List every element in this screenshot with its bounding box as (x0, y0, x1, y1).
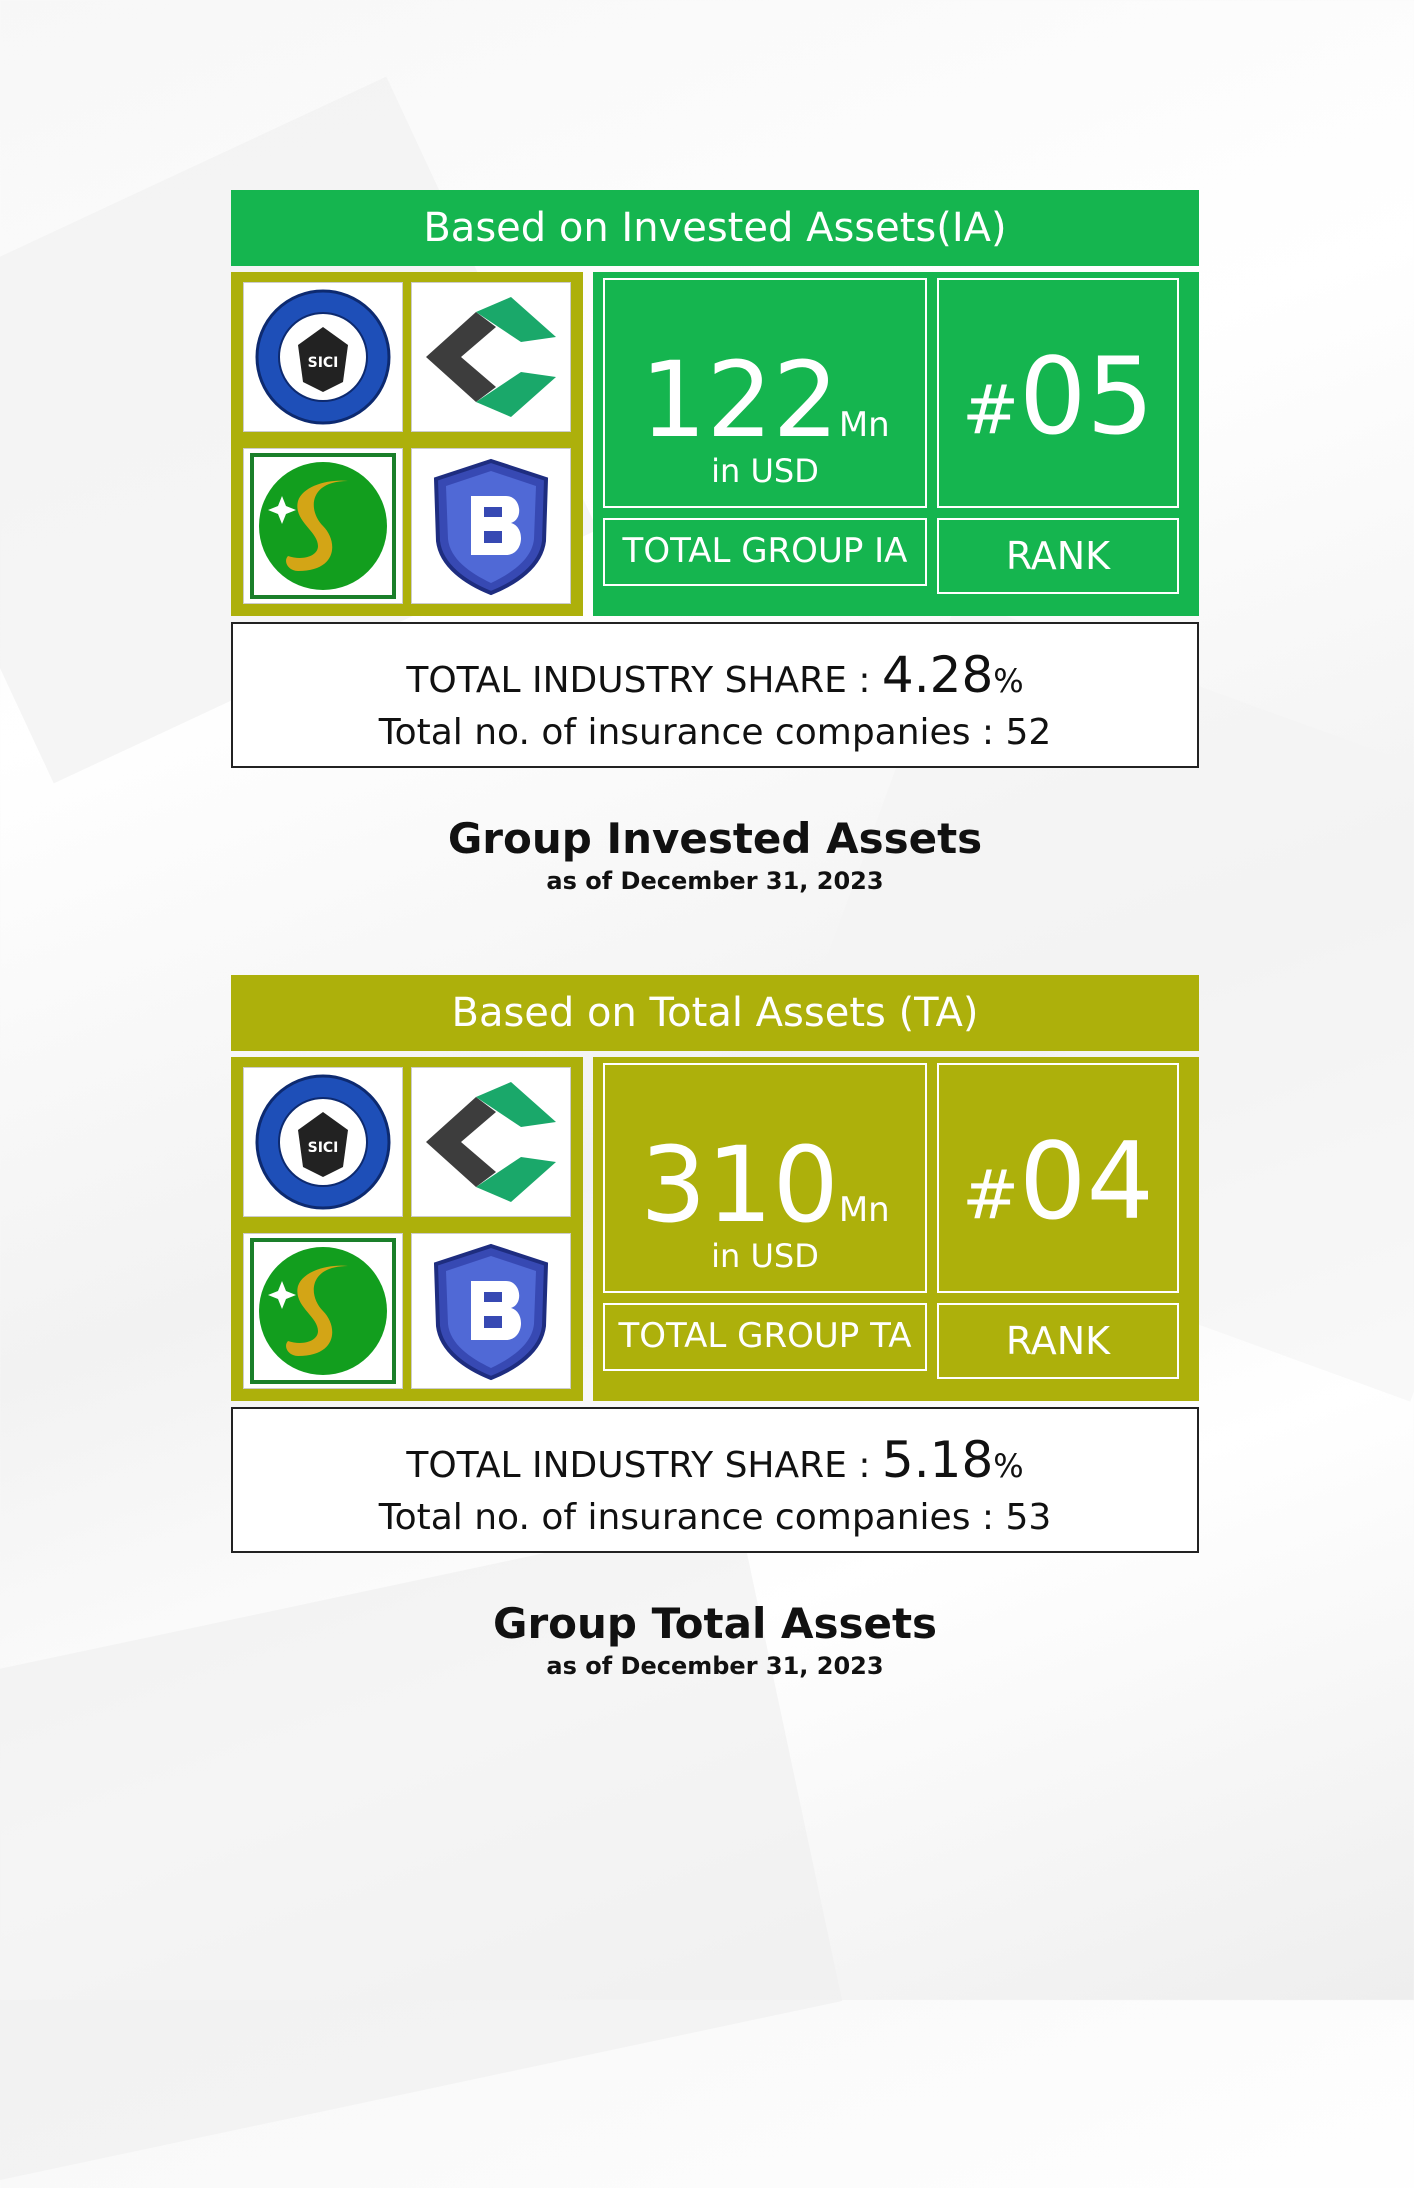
total-group-label: TOTAL GROUP IA (603, 518, 927, 586)
share-unit: % (993, 662, 1024, 700)
currency-label: in USD (711, 452, 819, 490)
svg-text:SICI: SICI (308, 355, 339, 371)
section-header: Based on Total Assets (TA) (231, 975, 1199, 1051)
chevron-diamond-logo (411, 282, 571, 432)
logo-panel: SICI (231, 272, 583, 616)
rank-label: RANK (937, 518, 1179, 594)
total-value: 310Mn (605, 1133, 925, 1237)
rank-number: 05 (1019, 335, 1154, 458)
rank-value: #05 (939, 344, 1177, 450)
stronghold-logo: SICI (243, 282, 403, 432)
total-group-label: TOTAL GROUP TA (603, 1303, 927, 1371)
section-body: SICI (231, 272, 1199, 616)
industry-share-line: TOTAL INDUSTRY SHARE : 4.28% (233, 624, 1197, 704)
chevron-diamond-logo (411, 1067, 571, 1217)
total-value: 122Mn (605, 348, 925, 452)
rank-box: #05 (937, 278, 1179, 508)
rank-value: #04 (939, 1129, 1177, 1235)
section-body: SICI (231, 1057, 1199, 1401)
industry-share-box: TOTAL INDUSTRY SHARE : 4.28% Total no. o… (231, 622, 1199, 768)
caption: Group Total Assets as of December 31, 20… (231, 1599, 1199, 1680)
rank-label: RANK (937, 1303, 1179, 1379)
rank-prefix: # (962, 1156, 1020, 1235)
share-label: TOTAL INDUSTRY SHARE : (406, 1445, 871, 1486)
total-value-unit: Mn (838, 405, 890, 445)
share-label: TOTAL INDUSTRY SHARE : (406, 660, 871, 701)
caption-date: as of December 31, 2023 (546, 867, 884, 895)
caption-date: as of December 31, 2023 (546, 1652, 884, 1680)
industry-share-box: TOTAL INDUSTRY SHARE : 5.18% Total no. o… (231, 1407, 1199, 1553)
caption-title: Group Total Assets (492, 1599, 938, 1648)
stats-panel: 122Mn in USD #05 TOTAL GROUP IA RANK (593, 272, 1199, 616)
industry-share-line: TOTAL INDUSTRY SHARE : 5.18% (233, 1409, 1197, 1489)
total-value-unit: Mn (838, 1190, 890, 1230)
total-value-number: 122 (640, 339, 839, 461)
rank-prefix: # (962, 371, 1020, 450)
share-value: 4.28 (881, 646, 994, 704)
shield-b-logo (411, 448, 571, 604)
green-s-logo (243, 1233, 403, 1389)
share-value: 5.18 (881, 1431, 994, 1489)
rank-number: 04 (1019, 1120, 1154, 1243)
caption: Group Invested Assets as of December 31,… (231, 814, 1199, 895)
companies-count: Total no. of insurance companies : 52 (378, 712, 1052, 753)
companies-count: Total no. of insurance companies : 53 (378, 1497, 1052, 1538)
invested-assets-section: Based on Invested Assets(IA) SICI (231, 190, 1199, 895)
total-value-box: 122Mn in USD (603, 278, 927, 508)
shield-b-logo (411, 1233, 571, 1389)
currency-label: in USD (711, 1237, 819, 1275)
total-assets-section: Based on Total Assets (TA) SICI (231, 975, 1199, 1680)
caption-title: Group Invested Assets (447, 814, 983, 863)
rank-box: #04 (937, 1063, 1179, 1293)
green-s-logo (243, 448, 403, 604)
logo-panel: SICI (231, 1057, 583, 1401)
share-unit: % (993, 1447, 1024, 1485)
stronghold-logo: SICI (243, 1067, 403, 1217)
section-header: Based on Invested Assets(IA) (231, 190, 1199, 266)
stats-panel: 310Mn in USD #04 TOTAL GROUP TA RANK (593, 1057, 1199, 1401)
total-value-number: 310 (640, 1124, 839, 1246)
total-value-box: 310Mn in USD (603, 1063, 927, 1293)
svg-text:SICI: SICI (308, 1140, 339, 1156)
